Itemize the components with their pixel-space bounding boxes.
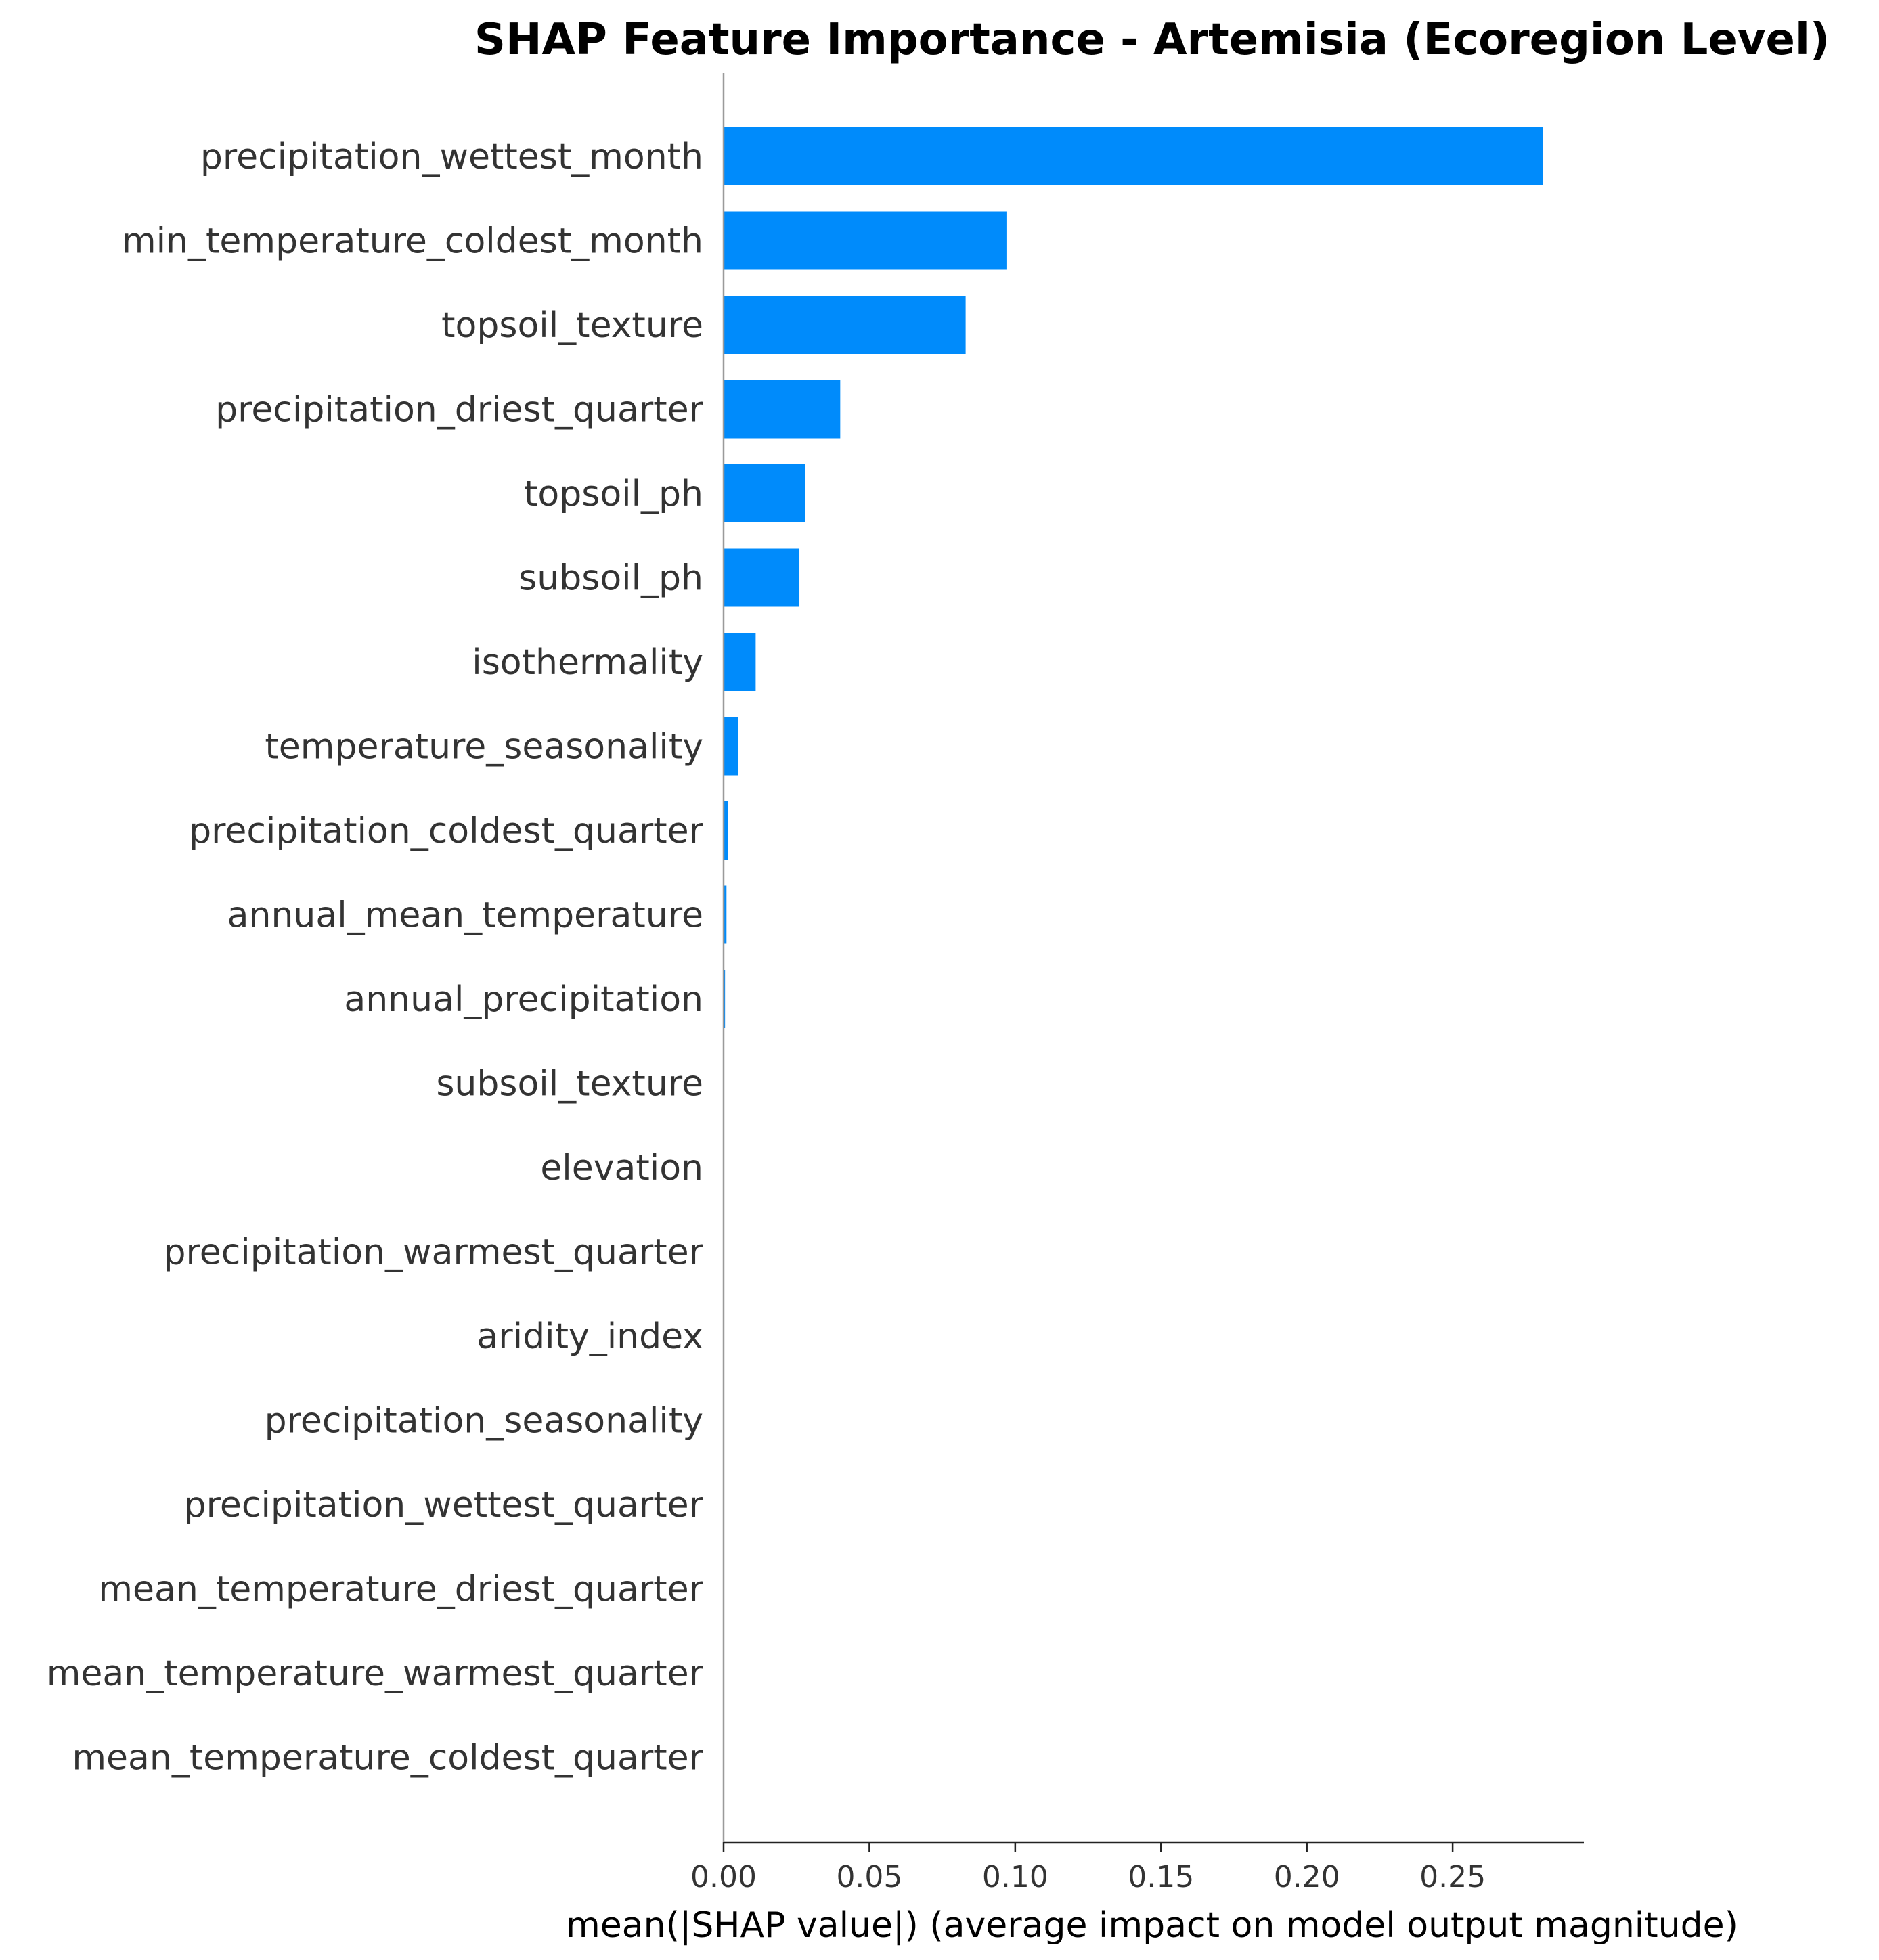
bar — [724, 885, 727, 944]
y-tick-label: precipitation_driest_quarter — [215, 390, 703, 430]
x-tick-label: 0.10 — [982, 1860, 1048, 1894]
bar — [724, 548, 800, 607]
y-tick-label: mean_temperature_warmest_quarter — [47, 1653, 704, 1694]
y-tick-label: subsoil_ph — [518, 558, 703, 599]
y-tick-label: topsoil_ph — [524, 474, 703, 514]
bar — [724, 633, 756, 691]
y-axis-labels: precipitation_wettest_month min_temperatu… — [47, 137, 704, 1779]
y-tick-label: annual_mean_temperature — [227, 895, 703, 936]
y-tick-label: precipitation_wettest_month — [200, 137, 703, 177]
y-tick-label: annual_precipitation — [344, 979, 703, 1020]
y-tick-label: subsoil_texture — [436, 1064, 703, 1105]
x-axis-ticks: 0.00 0.05 0.10 0.15 0.20 0.25 — [690, 1842, 1486, 1894]
bar — [724, 380, 841, 439]
y-tick-label: isothermality — [472, 642, 703, 683]
y-tick-label: min_temperature_coldest_month — [122, 221, 703, 262]
y-tick-label: elevation — [540, 1148, 703, 1188]
y-tick-label: precipitation_coldest_quarter — [189, 811, 704, 851]
y-tick-label: temperature_seasonality — [265, 727, 703, 767]
y-tick-label: precipitation_wettest_quarter — [184, 1485, 704, 1525]
y-tick-label: precipitation_warmest_quarter — [163, 1232, 703, 1273]
bar — [724, 296, 966, 354]
bar — [724, 127, 1543, 185]
x-tick-label: 0.15 — [1128, 1860, 1194, 1894]
bar — [724, 464, 805, 522]
y-tick-label: aridity_index — [477, 1316, 703, 1357]
x-tick-label: 0.05 — [836, 1860, 902, 1894]
bar — [724, 801, 728, 860]
x-tick-label: 0.00 — [690, 1860, 757, 1894]
bar — [724, 211, 1007, 270]
x-tick-label: 0.25 — [1419, 1860, 1486, 1894]
x-axis-label: mean(|SHAP value|) (average impact on mo… — [566, 1905, 1738, 1946]
y-tick-label: precipitation_seasonality — [265, 1401, 703, 1442]
bars — [724, 127, 1543, 1028]
bar — [724, 717, 738, 776]
y-tick-label: mean_temperature_coldest_quarter — [72, 1738, 703, 1779]
x-tick-label: 0.20 — [1274, 1860, 1340, 1894]
y-tick-label: mean_temperature_driest_quarter — [98, 1569, 703, 1610]
y-tick-label: topsoil_texture — [441, 305, 703, 346]
chart-title: SHAP Feature Importance - Artemisia (Eco… — [474, 15, 1830, 65]
